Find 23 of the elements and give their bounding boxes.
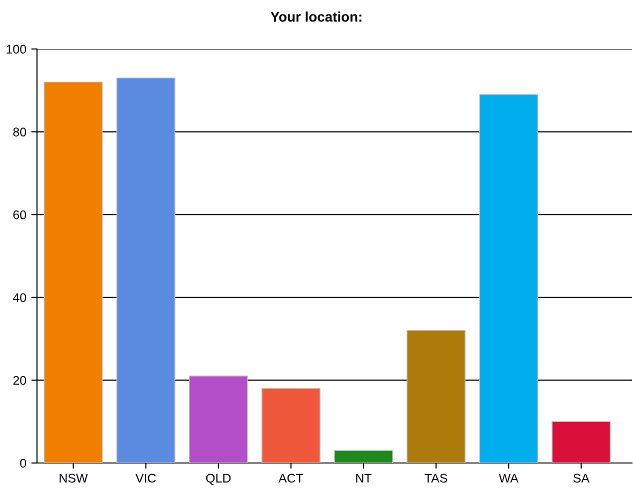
bar xyxy=(552,421,611,463)
x-tick-label: QLD xyxy=(206,474,231,485)
bar xyxy=(334,450,393,463)
bar xyxy=(116,78,176,463)
bar xyxy=(262,388,320,463)
bar xyxy=(479,94,538,463)
y-tick-label: 100 xyxy=(6,44,26,54)
bar xyxy=(406,330,466,463)
x-tick-label: NSW xyxy=(60,474,88,483)
y-tick-label: 0 xyxy=(20,458,26,468)
bar xyxy=(44,82,103,463)
bar xyxy=(188,376,248,463)
chart-title: Your location: xyxy=(270,12,362,22)
x-tick-label: ACT xyxy=(278,474,304,483)
x-tick-label: NT xyxy=(356,474,372,482)
x-tick-label: WA xyxy=(498,474,518,482)
y-tick-label: 40 xyxy=(12,293,26,302)
x-tick-label: SA xyxy=(573,474,590,483)
y-tick-label: 20 xyxy=(13,376,26,385)
x-tick-label: TAS xyxy=(424,474,448,483)
y-tick-label: 60 xyxy=(13,210,26,220)
x-tick-label: VIC xyxy=(135,474,156,483)
y-tick-label: 80 xyxy=(13,128,26,136)
